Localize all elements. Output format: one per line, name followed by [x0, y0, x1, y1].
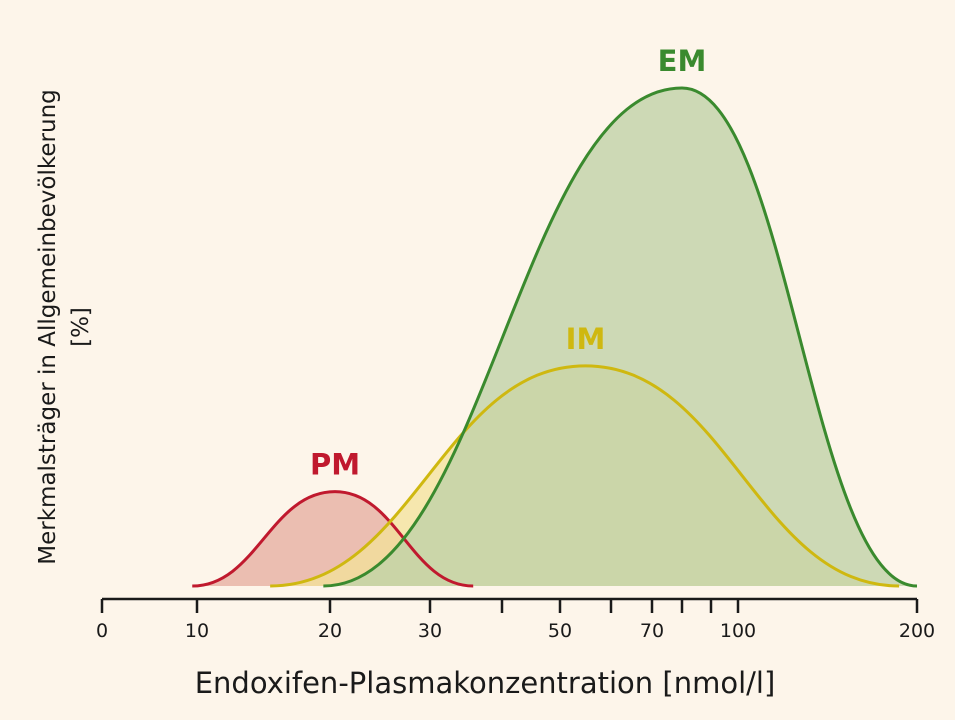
pm-curve	[192, 490, 474, 588]
series-labels: PM IM EM	[310, 44, 706, 482]
em-area	[323, 88, 918, 586]
x-tick-label: 200	[899, 620, 935, 642]
pm-label: PM	[310, 448, 360, 482]
x-tick-label: 50	[548, 620, 572, 642]
x-axis: 0 10 20 30 50 70 100 200	[96, 597, 935, 642]
x-tick-label: 10	[185, 620, 209, 642]
x-tick-label: 70	[640, 620, 664, 642]
distribution-areas	[192, 88, 918, 586]
im-label: IM	[566, 322, 606, 356]
x-tick-label: 20	[318, 620, 342, 642]
em-curve	[323, 86, 918, 588]
im-curve	[270, 364, 900, 588]
y-axis-title-line1: Merkmalsträger in Allgemeinbevölkerung	[35, 89, 61, 564]
y-axis-title-line2: [%]	[68, 307, 94, 347]
x-tick-label: 0	[96, 620, 108, 642]
x-tick-label: 30	[418, 620, 442, 642]
distribution-curves	[192, 86, 918, 588]
x-tick-label: 100	[720, 620, 756, 642]
x-axis-title: Endoxifen-Plasmakonzentration [nmol/l]	[195, 666, 776, 700]
em-label: EM	[658, 44, 707, 78]
y-axis-title: Merkmalsträger in Allgemeinbevölkerung […	[35, 89, 94, 564]
